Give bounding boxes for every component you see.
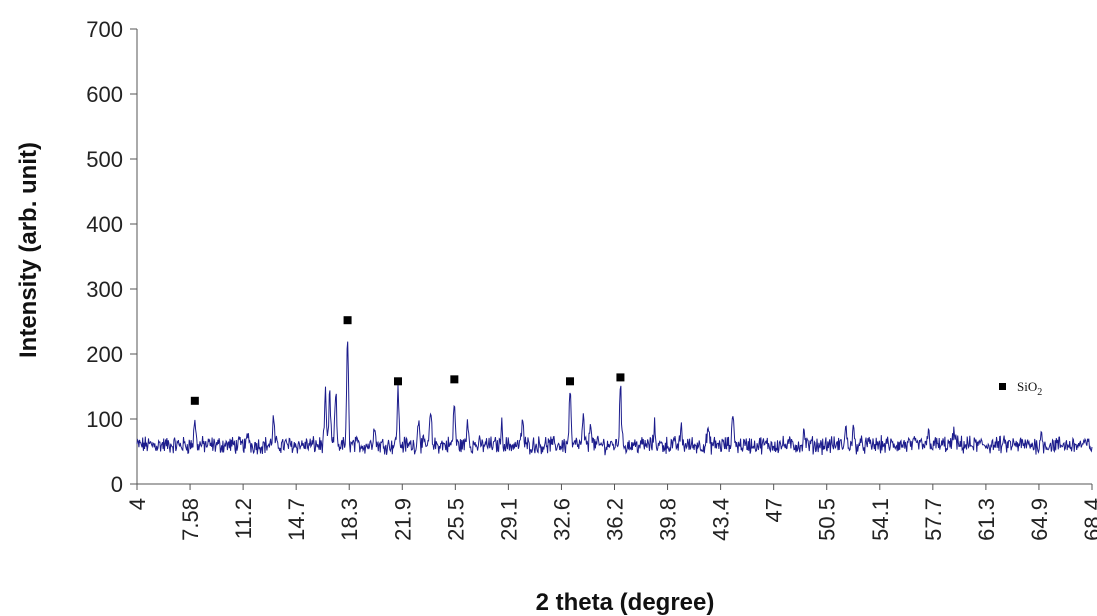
x-tick-label: 29.1 [496, 498, 521, 541]
peak-marker [393, 377, 402, 386]
y-tick-label: 500 [86, 147, 123, 172]
y-tick-label: 400 [86, 212, 123, 237]
y-tick-label: 700 [86, 17, 123, 42]
x-tick-label: 47 [762, 498, 787, 522]
x-tick-label: 43.4 [709, 498, 734, 541]
y-tick-label: 100 [86, 407, 123, 432]
peak-marker [450, 375, 459, 384]
x-tick-label: 57.7 [921, 498, 946, 541]
peak-marker [566, 377, 575, 386]
x-tick-label: 25.5 [443, 498, 468, 541]
y-tick-label: 300 [86, 277, 123, 302]
x-tick-label: 39.8 [656, 498, 681, 541]
x-tick-label: 11.2 [231, 498, 256, 539]
x-tick-label: 21.9 [390, 498, 415, 541]
peak-markers [190, 316, 625, 405]
x-tick-label: 32.6 [549, 498, 574, 541]
legend-label: SiO2 [1017, 379, 1042, 398]
legend: SiO2 [999, 379, 1042, 398]
series-line-sio2 [136, 341, 1093, 456]
peak-marker [190, 396, 199, 405]
peak-marker [343, 316, 352, 325]
y-tick-label: 200 [86, 342, 123, 367]
x-axis: 4 7.58 11.2 14.7 18.3 21.9 25.5 29.1 32.6 36.2 39.… [125, 483, 1097, 541]
legend-label-subscript: 2 [1037, 387, 1042, 398]
x-tick-label: 36.2 [603, 498, 628, 541]
x-tick-label: 61.3 [974, 498, 999, 541]
x-tick-label: 18.3 [337, 498, 362, 541]
y-axis-title: Intensity (arb. unit) [15, 142, 42, 358]
x-tick-label: 64.9 [1027, 498, 1052, 541]
y-tick-label: 600 [86, 82, 123, 107]
peak-marker [616, 373, 625, 382]
x-tick-label: 54.1 [868, 498, 893, 541]
legend-label-text: SiO [1017, 379, 1037, 394]
x-tick-label: 68.4 [1080, 498, 1097, 541]
x-tick-label: 14.7 [284, 498, 309, 541]
y-tick-label: 0 [111, 472, 123, 497]
x-tick-label: 7.58 [178, 498, 203, 541]
x-axis-title: 2 theta (degree) [536, 589, 715, 616]
x-tick-label: 4 [125, 498, 150, 510]
legend-marker [999, 383, 1006, 390]
y-axis: 0 100 200 300 400 500 600 700 [86, 17, 138, 497]
x-tick-label: 50.5 [815, 498, 840, 541]
